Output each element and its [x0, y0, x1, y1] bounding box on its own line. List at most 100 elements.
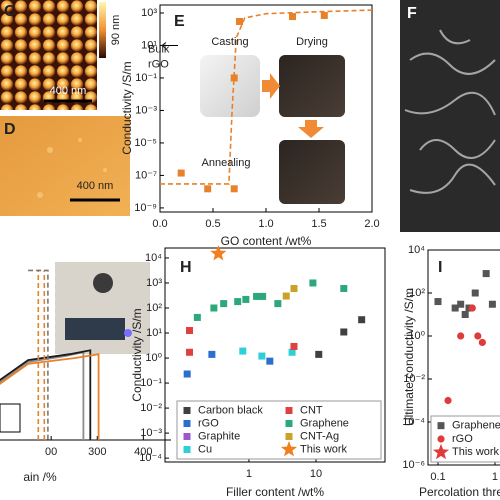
x-tick-label: 10: [310, 468, 322, 480]
data-point: [461, 311, 469, 318]
data-point: [236, 17, 243, 25]
data-point: [309, 279, 317, 287]
x-tick-label: 0.5: [205, 218, 220, 230]
y-tick-label: 10²: [146, 302, 162, 314]
x-tick-label: 400: [134, 446, 152, 458]
series-line: [0, 349, 92, 440]
inset-photos: [200, 55, 345, 204]
data-point: [315, 350, 323, 358]
data-point: [266, 357, 274, 365]
inset-label: Annealing: [202, 157, 251, 169]
y-tick-label: 10⁴: [408, 244, 425, 256]
sem-image: [400, 0, 500, 232]
x-tick-label: 1.0: [258, 218, 273, 230]
data-point: [468, 304, 476, 312]
data-point: [288, 348, 296, 356]
x-axis-label: GO content /wt%: [221, 234, 312, 248]
x-tick-label: 1: [246, 468, 252, 480]
legend-marker: [437, 422, 445, 430]
panel-letter: D: [4, 121, 16, 138]
data-point: [474, 332, 482, 340]
afm-image: [0, 0, 97, 110]
bulk-arrow: [161, 42, 178, 49]
y-tick-label: 10¹: [146, 327, 162, 339]
data-point: [177, 169, 185, 177]
legend-label: CNT-Ag: [300, 430, 339, 442]
data-point: [210, 304, 218, 312]
panel-letter: F: [407, 5, 417, 22]
legend-label: Graphene: [300, 417, 349, 429]
data-point: [239, 347, 247, 355]
colorbar: [99, 2, 106, 58]
panel-letter: H: [180, 259, 192, 276]
data-point: [186, 327, 194, 335]
y-tick-label: 10⁻³: [135, 104, 157, 116]
y-tick-label: 10⁻³: [140, 427, 162, 439]
legend-marker: [183, 446, 191, 453]
x-tick-label: 0.1: [430, 471, 445, 483]
y-tick-label: 10⁻⁵: [134, 137, 157, 149]
data-point: [290, 285, 298, 293]
y-tick-label: 10⁻²: [403, 373, 425, 385]
annotation: rGO: [148, 58, 169, 70]
y-tick-label: 10⁻⁹: [134, 202, 157, 214]
x-tick-label: 00: [45, 446, 57, 458]
data-point: [210, 245, 227, 261]
y-tick-label: 10⁰: [408, 330, 425, 342]
data-point: [451, 304, 459, 312]
data-point: [289, 13, 296, 21]
data-point: [242, 295, 250, 303]
legend-box: [176, 400, 382, 460]
y-axis-label: Conductivity /S/m: [120, 61, 134, 154]
y-tick-label: 10⁻¹: [140, 377, 162, 389]
data-point: [444, 396, 452, 405]
y-tick-label: 10⁴: [145, 252, 162, 264]
data-point: [340, 285, 348, 293]
data-point: [234, 298, 242, 306]
y-tick-label: 10⁻⁴: [139, 452, 162, 464]
legend-label: Carbon black: [198, 404, 263, 416]
y-tick-label: 10³: [146, 277, 162, 289]
y-tick-label: 10⁰: [145, 352, 162, 364]
data-point: [193, 313, 201, 321]
panel-letter: I: [438, 259, 442, 276]
x-tick-label: 0.0: [152, 218, 167, 230]
data-point: [183, 370, 191, 378]
y-tick-label: 10⁻²: [140, 402, 162, 414]
inset-label: Drying: [296, 36, 328, 48]
data-point: [230, 74, 238, 82]
legend-label: Graphite: [198, 430, 240, 442]
data-point: [457, 332, 465, 340]
y-tick-label: 10⁻¹: [135, 72, 157, 84]
series-line: [0, 353, 100, 440]
y-axis-label: Conductivity /S/m: [130, 308, 144, 401]
data-point: [358, 316, 366, 324]
legend-marker: [183, 420, 191, 427]
x-tick-label: 1: [492, 471, 498, 483]
data-point: [320, 11, 328, 19]
x-axis-label: Percolation threshold /wt%: [419, 485, 500, 499]
x-tick-label: 300: [88, 446, 106, 458]
legend-marker: [183, 407, 191, 414]
panel-letter: C: [4, 3, 16, 20]
scale-bar-label: 400 nm: [77, 180, 114, 192]
y-tick-label: 10⁻⁶: [402, 459, 425, 471]
panel-letter: E: [174, 13, 185, 30]
zoom-box: [0, 403, 21, 433]
y-axis-label: Ultimate conductivity /S/m: [402, 288, 416, 426]
data-point: [253, 292, 261, 300]
device-photo: [55, 262, 150, 354]
series-line: [28, 269, 49, 440]
inset-label: Casting: [211, 36, 248, 48]
y-tick-label: 10⁻⁴: [402, 416, 425, 428]
x-tick-label: 2.0: [364, 218, 379, 230]
legend-label: This work: [300, 443, 348, 455]
data-point: [259, 292, 267, 300]
data-point: [186, 348, 194, 356]
legend-label: CNT: [300, 404, 323, 416]
y-tick-label: 10⁻⁷: [135, 169, 157, 181]
legend-marker: [285, 433, 293, 440]
annotation: Bulk: [148, 43, 170, 55]
scale-bar-label: 400 nm: [50, 85, 87, 97]
